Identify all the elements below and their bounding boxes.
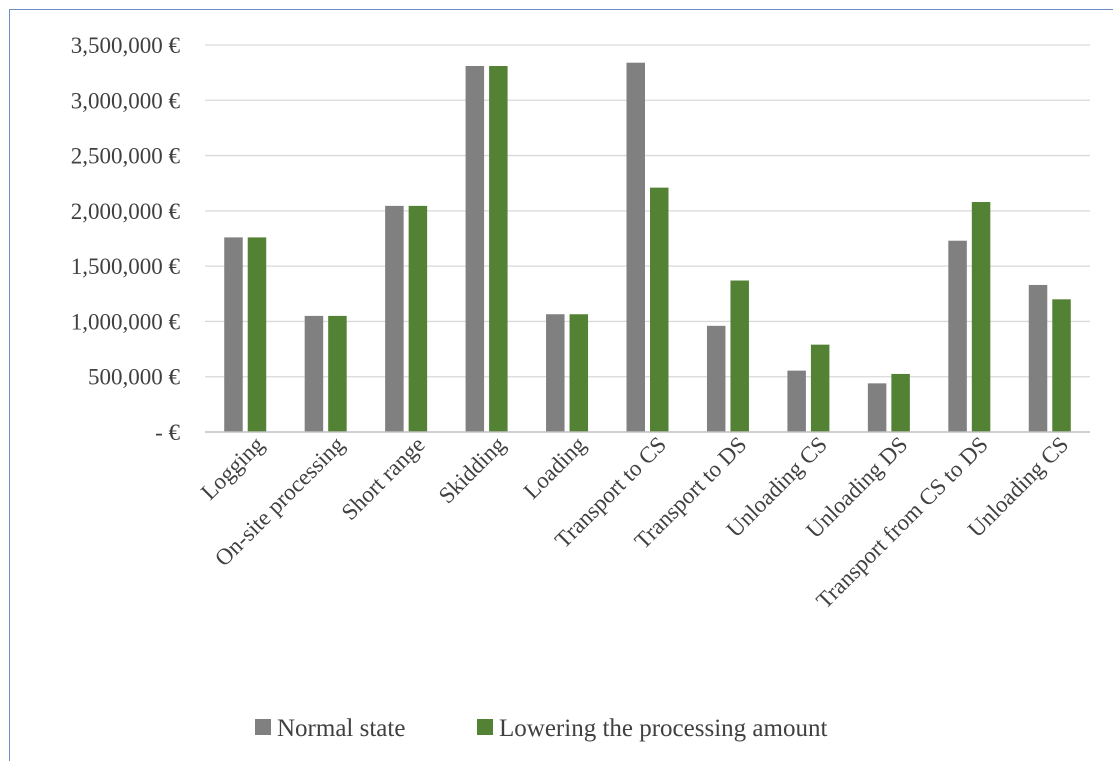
bar-normal-state: [546, 314, 565, 432]
legend-swatch: [477, 719, 493, 735]
bar-normal-state: [706, 325, 726, 432]
bars: [224, 62, 1071, 432]
legend-label: Normal state: [277, 715, 405, 742]
bar-lowering-processing: [569, 314, 589, 432]
bar-lowering-processing: [489, 66, 508, 432]
bar-normal-state: [1028, 284, 1048, 432]
bar-lowering-processing: [247, 237, 267, 432]
legend: Normal state Lowering the processing amou…: [255, 715, 827, 742]
bar-normal-state: [465, 66, 485, 432]
y-tick-label: 3,000,000 €: [71, 88, 181, 113]
y-tick-label: 3,500,000 €: [71, 33, 181, 58]
y-tick-label: - €: [155, 420, 180, 445]
gridlines: [205, 44, 1090, 378]
x-category-label: Loading: [519, 432, 591, 504]
bar-lowering-processing: [730, 280, 749, 432]
x-category-label: Short range: [337, 432, 430, 525]
bar-normal-state: [224, 237, 243, 432]
bar-normal-state: [626, 62, 645, 432]
bar-normal-state: [948, 240, 967, 432]
bar-lowering-processing: [408, 205, 428, 432]
bar-normal-state: [385, 205, 404, 432]
y-tick-label: 500,000 €: [88, 365, 181, 390]
y-tick-label: 2,000,000 €: [71, 199, 181, 224]
bar-lowering-processing: [810, 344, 830, 432]
bar-normal-state: [787, 370, 806, 432]
y-tick-label: 1,000,000 €: [71, 309, 181, 334]
legend-label: Lowering the processing amount: [499, 715, 827, 742]
bar-normal-state: [867, 383, 887, 432]
bar-lowering-processing: [328, 315, 347, 432]
legend-swatch: [255, 719, 271, 735]
bar-lowering-processing: [1052, 299, 1071, 432]
bar-lowering-processing: [971, 202, 991, 432]
y-tick-label: 1,500,000 €: [71, 254, 181, 279]
bar-lowering-processing: [650, 187, 669, 432]
x-category-label: Logging: [196, 432, 269, 505]
x-category-label: Skidding: [434, 432, 511, 509]
bar-lowering-processing: [891, 373, 910, 432]
y-tick-label: 2,500,000 €: [71, 144, 181, 169]
bar-normal-state: [304, 315, 324, 432]
y-axis-tick-labels: - € 500,000 € 1,000,000 € 1,500,000 € 2,000,…: [71, 33, 181, 445]
